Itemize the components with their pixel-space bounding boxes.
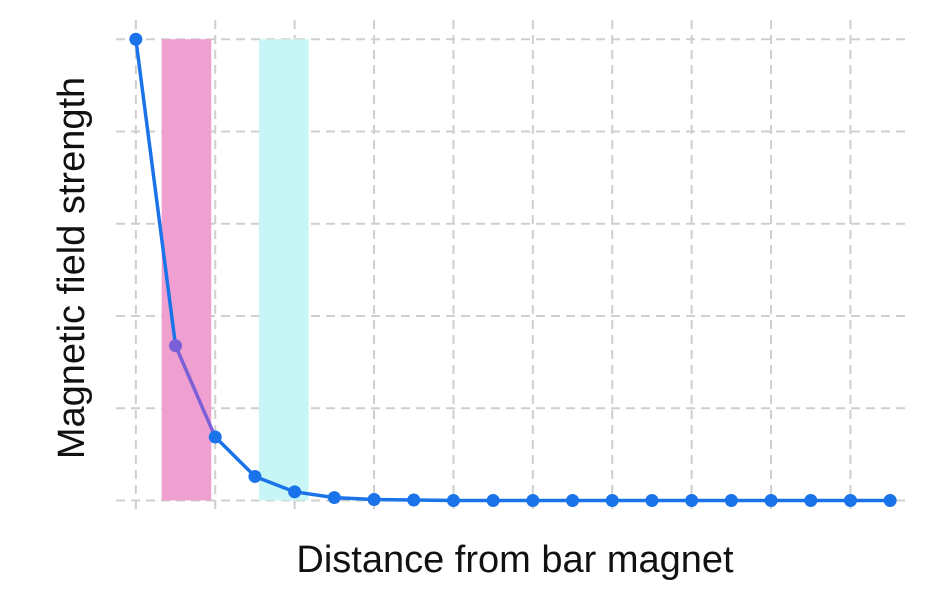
x-axis-label: Distance from bar magnet [296, 539, 734, 581]
series-points [129, 32, 897, 507]
data-point [645, 493, 659, 507]
data-point [724, 493, 738, 507]
data-point [169, 339, 183, 353]
data-point [208, 430, 222, 444]
series-line-segment [173, 344, 217, 439]
data-point [288, 485, 302, 499]
data-point [804, 493, 818, 507]
grid [116, 20, 910, 512]
data-point [605, 493, 619, 507]
highlight-bands [161, 39, 309, 501]
data-point [327, 491, 341, 505]
data-point [129, 32, 143, 46]
highlight-band [161, 39, 212, 501]
series-line-segment [253, 474, 297, 494]
data-point [526, 493, 540, 507]
data-point [248, 469, 262, 483]
data-point [843, 493, 857, 507]
series-line-segment [213, 435, 257, 479]
data-point [446, 493, 460, 507]
data-point [566, 493, 580, 507]
data-point [486, 493, 500, 507]
y-axis-label: Magnetic field strength [51, 77, 93, 459]
data-point [685, 493, 699, 507]
data-point [407, 493, 421, 507]
highlight-band [258, 39, 309, 501]
series-line [134, 37, 892, 503]
data-point [883, 493, 897, 507]
series-line-segment [332, 495, 376, 502]
data-point [764, 493, 778, 507]
series-line-segment [292, 490, 337, 500]
series-line-segment [134, 37, 178, 348]
data-point [367, 493, 381, 507]
